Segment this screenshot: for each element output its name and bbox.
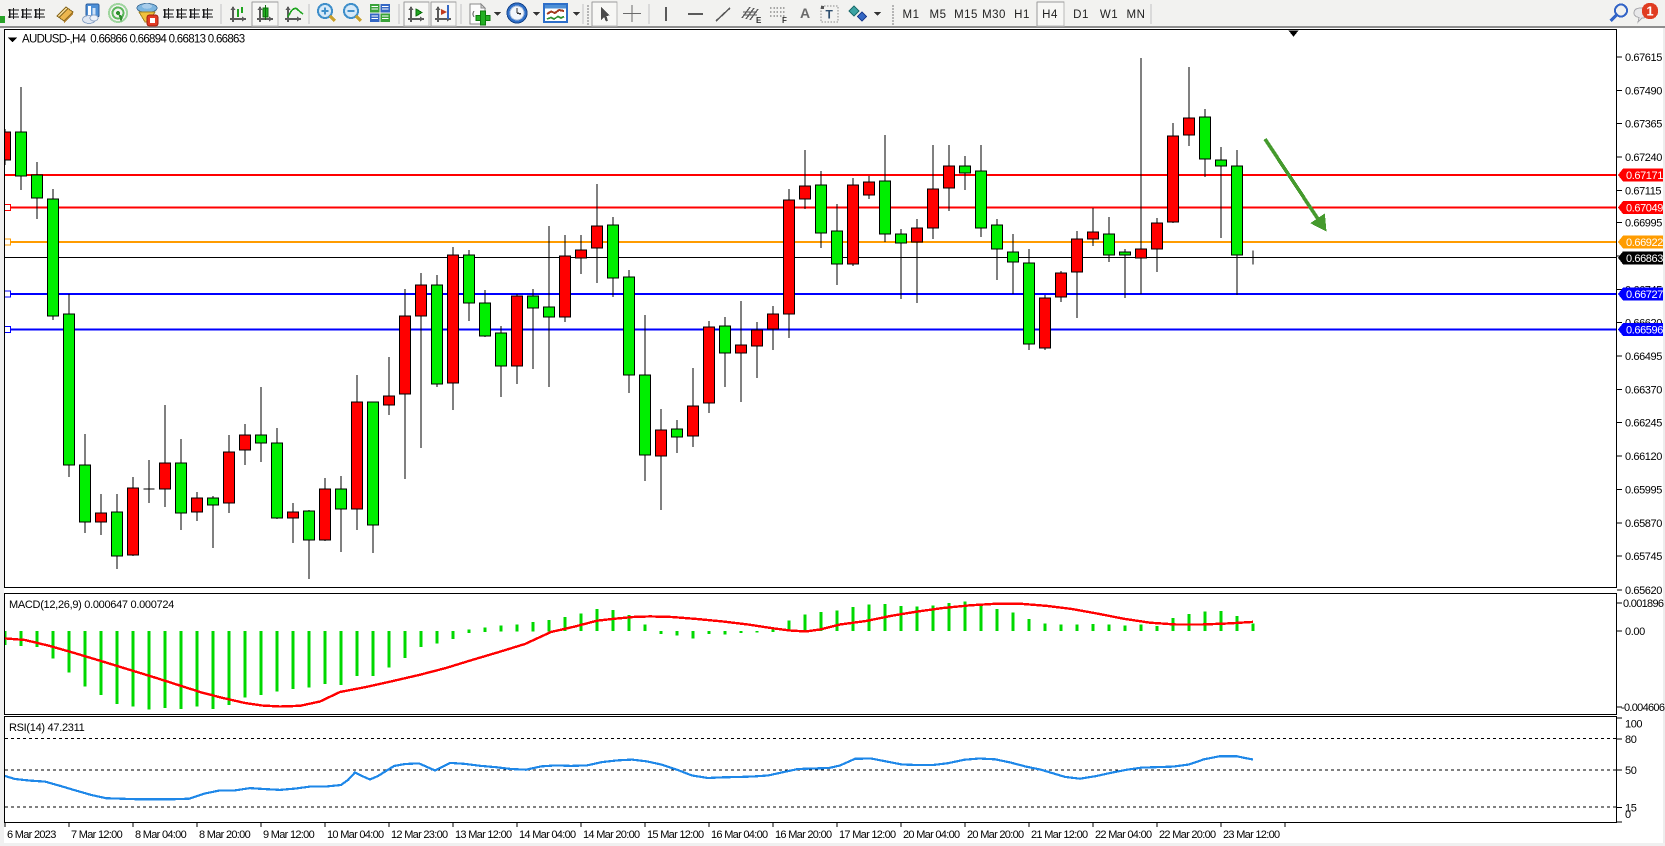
svg-text:13 Mar 12:00: 13 Mar 12:00 — [455, 829, 512, 841]
svg-text:0.66863: 0.66863 — [1626, 253, 1663, 265]
svg-text:0.66596: 0.66596 — [1626, 325, 1663, 337]
svg-text:M15: M15 — [954, 9, 978, 21]
svg-text:0.66120: 0.66120 — [1625, 451, 1662, 463]
svg-text:12 Mar 23:00: 12 Mar 23:00 — [391, 829, 448, 841]
svg-text:0.67490: 0.67490 — [1625, 85, 1662, 97]
svg-text:M1: M1 — [903, 9, 920, 21]
svg-text:M30: M30 — [982, 9, 1006, 21]
svg-text:15: 15 — [1625, 802, 1637, 814]
svg-text:0.65745: 0.65745 — [1625, 551, 1662, 563]
svg-text:50: 50 — [1625, 765, 1637, 777]
svg-text:20 Mar 04:00: 20 Mar 04:00 — [903, 829, 960, 841]
svg-text:20 Mar 20:00: 20 Mar 20:00 — [967, 829, 1024, 841]
svg-text:0.65620: 0.65620 — [1625, 585, 1662, 597]
svg-text:22 Mar 04:00: 22 Mar 04:00 — [1095, 829, 1152, 841]
svg-text:0.67049: 0.67049 — [1626, 203, 1663, 215]
svg-text:0.66495: 0.66495 — [1625, 351, 1662, 363]
svg-text:A: A — [800, 5, 810, 21]
svg-text:0.66245: 0.66245 — [1625, 418, 1662, 430]
svg-text:W1: W1 — [1100, 9, 1118, 21]
svg-text:16 Mar 20:00: 16 Mar 20:00 — [775, 829, 832, 841]
svg-text:-0.004606: -0.004606 — [1621, 702, 1665, 714]
svg-text:H4: H4 — [1042, 9, 1058, 21]
svg-text:MACD(12,26,9) 0.000647 0.00072: MACD(12,26,9) 0.000647 0.000724 — [9, 599, 174, 611]
svg-text:10 Mar 04:00: 10 Mar 04:00 — [327, 829, 384, 841]
svg-text:H1: H1 — [1014, 9, 1030, 21]
svg-text:AUDUSD-,H4 0.66866 0.66894 0.: AUDUSD-,H4 0.66866 0.66894 0.66813 0.668… — [22, 34, 245, 46]
svg-text:M5: M5 — [930, 9, 947, 21]
svg-text:0.66727: 0.66727 — [1626, 289, 1663, 301]
svg-text:0.65995: 0.65995 — [1625, 485, 1662, 497]
svg-text:0.67171: 0.67171 — [1626, 170, 1663, 182]
svg-text:0.67240: 0.67240 — [1625, 152, 1662, 164]
svg-text:T: T — [826, 8, 834, 22]
svg-text:21 Mar 12:00: 21 Mar 12:00 — [1031, 829, 1088, 841]
svg-text:15 Mar 12:00: 15 Mar 12:00 — [647, 829, 704, 841]
svg-text:14 Mar 20:00: 14 Mar 20:00 — [583, 829, 640, 841]
svg-text:17 Mar 12:00: 17 Mar 12:00 — [839, 829, 896, 841]
svg-text:0.66370: 0.66370 — [1625, 384, 1662, 396]
svg-text:8 Mar 04:00: 8 Mar 04:00 — [135, 829, 187, 841]
svg-text:0.66995: 0.66995 — [1625, 218, 1662, 230]
svg-text:8 Mar 20:00: 8 Mar 20:00 — [199, 829, 251, 841]
svg-text:0.67365: 0.67365 — [1625, 119, 1662, 131]
svg-text:0.65870: 0.65870 — [1625, 518, 1662, 530]
svg-text:22 Mar 20:00: 22 Mar 20:00 — [1159, 829, 1216, 841]
svg-text:0.66922: 0.66922 — [1626, 237, 1663, 249]
svg-text:0.67615: 0.67615 — [1625, 52, 1662, 64]
svg-text:23 Mar 12:00: 23 Mar 12:00 — [1223, 829, 1280, 841]
svg-text:1: 1 — [1646, 4, 1653, 19]
svg-text:D1: D1 — [1073, 9, 1089, 21]
svg-text:7 Mar 12:00: 7 Mar 12:00 — [71, 829, 123, 841]
svg-text:MN: MN — [1127, 9, 1146, 21]
svg-text:100: 100 — [1625, 719, 1642, 731]
svg-text:16 Mar 04:00: 16 Mar 04:00 — [711, 829, 768, 841]
svg-text:9 Mar 12:00: 9 Mar 12:00 — [263, 829, 315, 841]
svg-text:80: 80 — [1625, 734, 1637, 746]
svg-text:0.001896: 0.001896 — [1623, 598, 1664, 610]
svg-text:6 Mar 2023: 6 Mar 2023 — [7, 829, 56, 841]
svg-text:14 Mar 04:00: 14 Mar 04:00 — [519, 829, 576, 841]
svg-text:F: F — [782, 16, 787, 25]
svg-text:0.00: 0.00 — [1625, 626, 1645, 638]
svg-text:RSI(14) 47.2311: RSI(14) 47.2311 — [9, 722, 85, 734]
svg-text:0: 0 — [1625, 809, 1631, 821]
svg-text:E: E — [756, 16, 762, 25]
svg-text:0.67115: 0.67115 — [1625, 186, 1661, 198]
